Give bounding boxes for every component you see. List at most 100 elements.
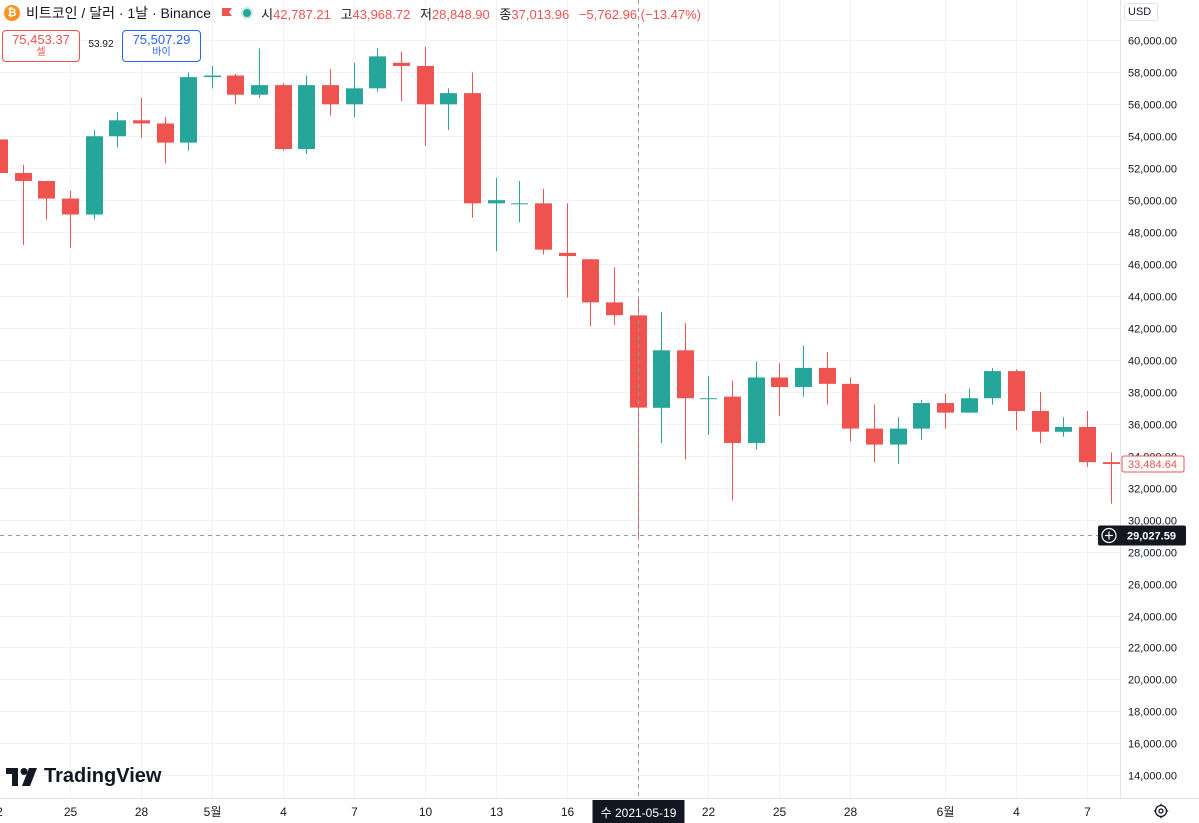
candle	[1103, 452, 1120, 504]
candle	[913, 399, 930, 440]
candle	[15, 165, 32, 245]
candle	[819, 351, 836, 405]
buy-price: 75,507.29	[132, 32, 191, 47]
candle-body	[559, 252, 576, 257]
crosshair-date-label: 수 2021-05-19	[601, 806, 677, 820]
candle	[464, 72, 481, 218]
high-key: 고	[340, 6, 353, 22]
candle	[511, 180, 528, 223]
candle	[38, 180, 55, 220]
settings-gear-icon[interactable]	[1153, 803, 1169, 819]
candle-body	[771, 377, 788, 388]
candle-body	[393, 62, 410, 66]
price-tick-label: 26,000.00	[1128, 580, 1177, 592]
date-tick-label: 22	[702, 805, 716, 819]
buy-label: 바이	[152, 47, 171, 58]
candle	[606, 267, 623, 325]
last-price-label: 33,484.64	[1128, 459, 1177, 471]
ohlc-values: 시42,787.21 고43,968.72 저28,848.90 종37,013…	[261, 4, 707, 23]
candle	[393, 51, 410, 102]
market-status-icon[interactable]	[241, 7, 254, 19]
price-tick-label: 56,000.00	[1128, 100, 1177, 112]
candle-body	[180, 77, 197, 143]
candle	[724, 380, 741, 501]
date-tick-label: 7	[351, 805, 358, 819]
candle	[1055, 417, 1072, 437]
price-tick-label: 60,000.00	[1128, 36, 1177, 48]
price-tick-label: 20,000.00	[1128, 675, 1177, 687]
close-value: 37,013.96	[511, 6, 570, 22]
sell-button[interactable]: 75,453.37 셀	[2, 30, 80, 62]
flag-icon[interactable]	[221, 7, 233, 19]
candle	[0, 139, 8, 173]
date-tick-label: 10	[419, 805, 433, 819]
candle	[700, 375, 717, 435]
candle-body	[38, 180, 55, 199]
price-tick-label: 54,000.00	[1128, 132, 1177, 144]
candle	[961, 388, 978, 413]
date-tick-label: 28	[135, 805, 149, 819]
price-tick-label: 14,000.00	[1128, 771, 1177, 783]
candle-body	[511, 203, 528, 205]
logo-text: TradingView	[44, 765, 162, 787]
candle	[488, 177, 505, 252]
candle	[535, 188, 552, 255]
candle	[771, 363, 788, 416]
candle	[62, 190, 79, 249]
candle	[180, 72, 197, 151]
date-tick-label: 4	[280, 805, 287, 819]
spread-value: 53.92	[88, 39, 114, 50]
price-tick-label: 48,000.00	[1128, 228, 1177, 240]
crosshair-price-label: 29,027.59	[1127, 531, 1176, 543]
price-tick-label: 16,000.00	[1128, 739, 1177, 751]
candle-body	[204, 75, 221, 78]
buy-button[interactable]: 75,507.29 바이	[122, 30, 201, 62]
candle-body	[1055, 426, 1072, 432]
candle	[677, 323, 694, 459]
candle-body	[961, 398, 978, 413]
candle-body	[109, 120, 126, 137]
price-tick-label: 52,000.00	[1128, 164, 1177, 176]
candle-body	[298, 85, 315, 150]
tradingview-logo[interactable]: TradingView	[6, 765, 161, 788]
price-axis[interactable]: 14,000.00 16,000.00 18,000.00 20,000.00 22,0…	[1128, 36, 1177, 783]
candle-body	[748, 377, 765, 443]
candle	[1079, 411, 1096, 467]
candle	[559, 203, 576, 298]
sell-price: 75,453.37	[12, 32, 70, 47]
candle-body	[795, 367, 812, 388]
date-tick-label: 4	[1013, 805, 1020, 819]
candle-body	[86, 136, 103, 215]
time-axis[interactable]: 2 25 28 5월 4 7 10 13 16 22 25 28 6월 4 7	[0, 805, 1091, 819]
candle-body	[346, 88, 363, 105]
symbol-title[interactable]: 비트코인 / 달러 · 1날 · Binance	[26, 5, 212, 21]
candle-body	[417, 65, 434, 105]
candle-body	[1032, 411, 1049, 432]
currency-selector[interactable]: USD	[1124, 3, 1158, 21]
candle	[842, 377, 859, 442]
candle-body	[464, 93, 481, 204]
candles-layer	[0, 46, 1120, 539]
candle-body	[819, 367, 836, 384]
date-tick-label: 28	[844, 805, 858, 819]
candle-body	[984, 371, 1001, 399]
candle	[1032, 391, 1049, 443]
candle	[298, 75, 315, 154]
candle-body	[133, 120, 150, 124]
price-tick-label: 46,000.00	[1128, 260, 1177, 272]
date-tick-label: 7	[1084, 805, 1091, 819]
candle	[1008, 369, 1025, 431]
low-value: 28,848.90	[431, 6, 490, 22]
date-tick-label: 16	[561, 805, 575, 819]
candle	[204, 65, 221, 89]
candle-body	[866, 428, 883, 445]
candle	[227, 73, 244, 105]
candle-body	[582, 259, 599, 303]
candle-body	[251, 85, 268, 95]
candle-body	[0, 139, 8, 173]
candle-body	[842, 383, 859, 429]
candle	[322, 69, 339, 116]
add-alert-plus-icon[interactable]	[1101, 527, 1117, 544]
date-tick-label: 6월	[937, 805, 955, 819]
